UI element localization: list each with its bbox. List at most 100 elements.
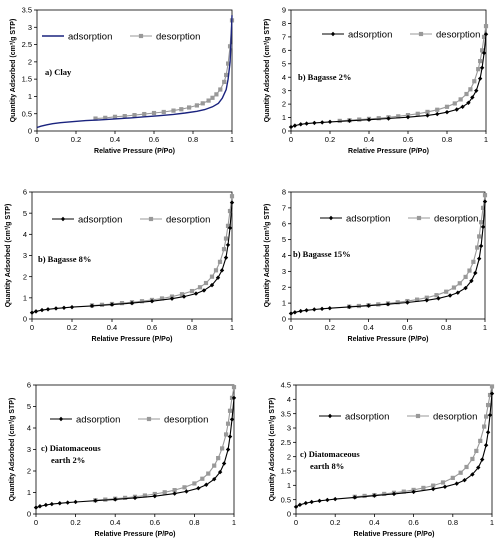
desorption-point bbox=[444, 104, 450, 109]
desorption-point bbox=[189, 288, 195, 294]
desorption-point bbox=[223, 432, 229, 437]
desorption-point bbox=[415, 297, 420, 302]
y-tick-label: 1 bbox=[282, 299, 286, 308]
adsorption-line bbox=[290, 201, 486, 314]
adsorption-point bbox=[181, 294, 187, 299]
x-tick-label: 0.4 bbox=[369, 518, 379, 527]
desorption-line bbox=[95, 20, 233, 120]
y-tick-label: 4 bbox=[27, 424, 31, 433]
desorption-point bbox=[478, 438, 483, 443]
desorption-point bbox=[471, 259, 476, 264]
y-tick-label: 0 bbox=[23, 315, 27, 324]
desorption-point bbox=[481, 34, 487, 39]
chart-panel-5: 0 0.2 0.4 0.6 0.8 1 0 1 2 3 4 5 6 Relative Pressure (… bbox=[9, 381, 237, 538]
adsorption-point bbox=[201, 288, 207, 293]
desorption-line bbox=[95, 386, 235, 501]
adsorption-point bbox=[469, 278, 474, 284]
x-axis-title: Relative Pressure (P/Po) bbox=[95, 531, 176, 538]
adsorption-point bbox=[325, 497, 330, 503]
adsorption-point bbox=[470, 95, 475, 100]
y-tick-label: 2 bbox=[282, 283, 286, 292]
desorption-point bbox=[200, 476, 205, 481]
y-tick-label: 4 bbox=[287, 395, 291, 404]
desorption-point bbox=[119, 301, 125, 306]
chart-panel-4: 0 0.2 0.4 0.6 0.8 1 0 1 2 3 4 5 6 7 8 Relative Pressure… bbox=[264, 188, 488, 343]
desorption-point bbox=[200, 101, 205, 106]
panel-label-line: c) Diatomaceous bbox=[300, 449, 360, 459]
adsorption-point bbox=[33, 309, 39, 314]
y-tick-label: 6 bbox=[282, 219, 286, 228]
adsorption-point bbox=[466, 100, 471, 105]
y-tick-label: 4 bbox=[282, 251, 286, 260]
desorption-point bbox=[103, 115, 108, 120]
panel-label-line: earth 8% bbox=[310, 461, 344, 471]
adsorption-point bbox=[215, 275, 221, 280]
desorption-point bbox=[382, 491, 387, 497]
desorption-point bbox=[475, 245, 480, 250]
legend-label-adsorption: adsorption bbox=[68, 31, 112, 42]
y-tick-label: 4 bbox=[282, 73, 286, 82]
desorption-point bbox=[452, 101, 457, 106]
adsorption-point bbox=[480, 457, 485, 462]
adsorption-point bbox=[204, 482, 209, 487]
x-tick-label: 0.8 bbox=[187, 323, 197, 332]
desorption-point bbox=[463, 274, 468, 280]
x-tick-label: 0.6 bbox=[149, 135, 159, 144]
desorption-point bbox=[483, 24, 489, 29]
x-axis-title: Relative Pressure (P/Po) bbox=[94, 148, 175, 155]
desorption-point bbox=[489, 384, 495, 389]
adsorption-point bbox=[293, 504, 299, 510]
adsorption-line bbox=[35, 397, 235, 509]
x-tick-label: 0 bbox=[289, 135, 293, 144]
y-axis-title: Quantity Adsorbed (cm³/g STP) bbox=[10, 19, 17, 123]
desorption-point bbox=[159, 296, 165, 301]
adsorption-point bbox=[288, 311, 294, 316]
y-tick-label: 5 bbox=[27, 402, 31, 411]
desorption-point bbox=[431, 483, 436, 488]
y-tick-label: 2 bbox=[287, 452, 291, 461]
desorption-point bbox=[480, 48, 485, 53]
desorption-line bbox=[91, 196, 233, 307]
adsorption-point bbox=[297, 502, 303, 508]
y-tick-label: 1 bbox=[23, 293, 27, 302]
desorption-point bbox=[421, 485, 426, 491]
y-axis-title: Quantity Adsorbed (cm³/g STP) bbox=[264, 204, 271, 308]
adsorption-point bbox=[470, 472, 475, 477]
adsorption-point bbox=[462, 477, 467, 483]
y-tick-label: 6 bbox=[282, 46, 286, 55]
y-tick-label: 0 bbox=[287, 510, 291, 519]
desorption-point bbox=[179, 292, 185, 297]
adsorption-point bbox=[229, 417, 235, 422]
desorption-point bbox=[162, 490, 167, 495]
desorption-point bbox=[187, 105, 192, 110]
desorption-point bbox=[216, 456, 221, 461]
adsorption-point bbox=[221, 461, 227, 466]
legend-label-desorption: desorption bbox=[164, 414, 208, 425]
adsorption-point bbox=[478, 243, 484, 249]
legend-marker-desorption bbox=[148, 216, 154, 222]
x-tick-label: 0.4 bbox=[363, 323, 373, 332]
legend-marker-adsorption bbox=[328, 215, 334, 221]
y-tick-label: 4 bbox=[23, 230, 27, 239]
adsorption-point bbox=[169, 296, 175, 301]
y-tick-label: 6 bbox=[27, 381, 31, 390]
plot-frame bbox=[290, 9, 487, 132]
y-tick-label: 0 bbox=[282, 127, 286, 136]
x-tick-label: 0.6 bbox=[408, 518, 418, 527]
adsorption-point bbox=[463, 285, 468, 291]
desorption-point bbox=[214, 92, 219, 97]
adsorption-point bbox=[227, 225, 233, 231]
adsorption-point bbox=[93, 498, 98, 503]
series-desorption bbox=[352, 384, 495, 499]
x-tick-label: 0.2 bbox=[67, 323, 77, 332]
desorption-point bbox=[231, 385, 237, 390]
y-tick-label: 8 bbox=[282, 19, 286, 28]
desorption-point bbox=[395, 300, 400, 305]
x-tick-label: 0 bbox=[34, 518, 38, 527]
adsorption-point bbox=[435, 111, 440, 117]
y-tick-label: 1.5 bbox=[22, 75, 32, 84]
x-tick-label: 1 bbox=[490, 518, 494, 527]
desorption-point bbox=[210, 95, 215, 100]
desorption-point bbox=[376, 302, 381, 307]
y-tick-label: 5 bbox=[282, 59, 286, 68]
